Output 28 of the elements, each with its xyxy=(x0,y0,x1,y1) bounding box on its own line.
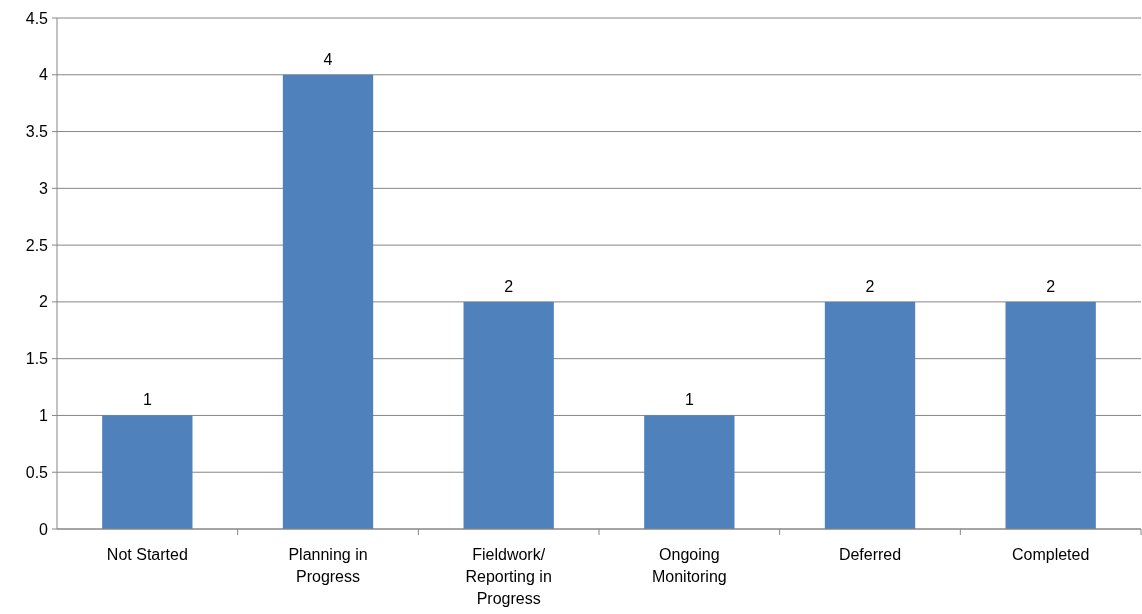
bar xyxy=(463,301,554,529)
y-tick-label: 0 xyxy=(39,520,49,538)
x-tick-label: Ongoing Monitoring xyxy=(651,546,727,585)
bar xyxy=(282,74,374,529)
data-label: 1 xyxy=(684,391,694,409)
bar xyxy=(824,301,916,529)
x-tick-label: Deferred xyxy=(838,546,902,563)
x-tick-label: Completed xyxy=(1011,546,1090,563)
y-tick-label: 3 xyxy=(39,179,49,197)
data-label: 2 xyxy=(1046,277,1056,295)
x-tick-label: Planning in Progress xyxy=(288,546,368,585)
y-tick-label: 2 xyxy=(39,293,49,311)
y-tick-label: 3.5 xyxy=(25,123,49,141)
data-label: 4 xyxy=(323,50,333,68)
bar xyxy=(1005,301,1096,529)
data-label: 2 xyxy=(865,277,875,295)
x-tick-label: Fieldwork/ Reporting in Progress xyxy=(465,546,552,607)
bar xyxy=(644,415,735,529)
y-tick-label: 2.5 xyxy=(25,236,49,254)
data-label: 1 xyxy=(142,391,152,409)
x-tick-label: Not Started xyxy=(106,546,188,563)
y-tick-label: 4 xyxy=(39,66,49,84)
bar xyxy=(102,415,193,529)
y-tick-label: 4.5 xyxy=(25,9,49,27)
y-tick-label: 0.5 xyxy=(25,463,49,481)
data-label: 2 xyxy=(504,277,514,295)
y-tick-label: 1.5 xyxy=(25,350,49,368)
y-tick-label: 1 xyxy=(39,407,49,425)
